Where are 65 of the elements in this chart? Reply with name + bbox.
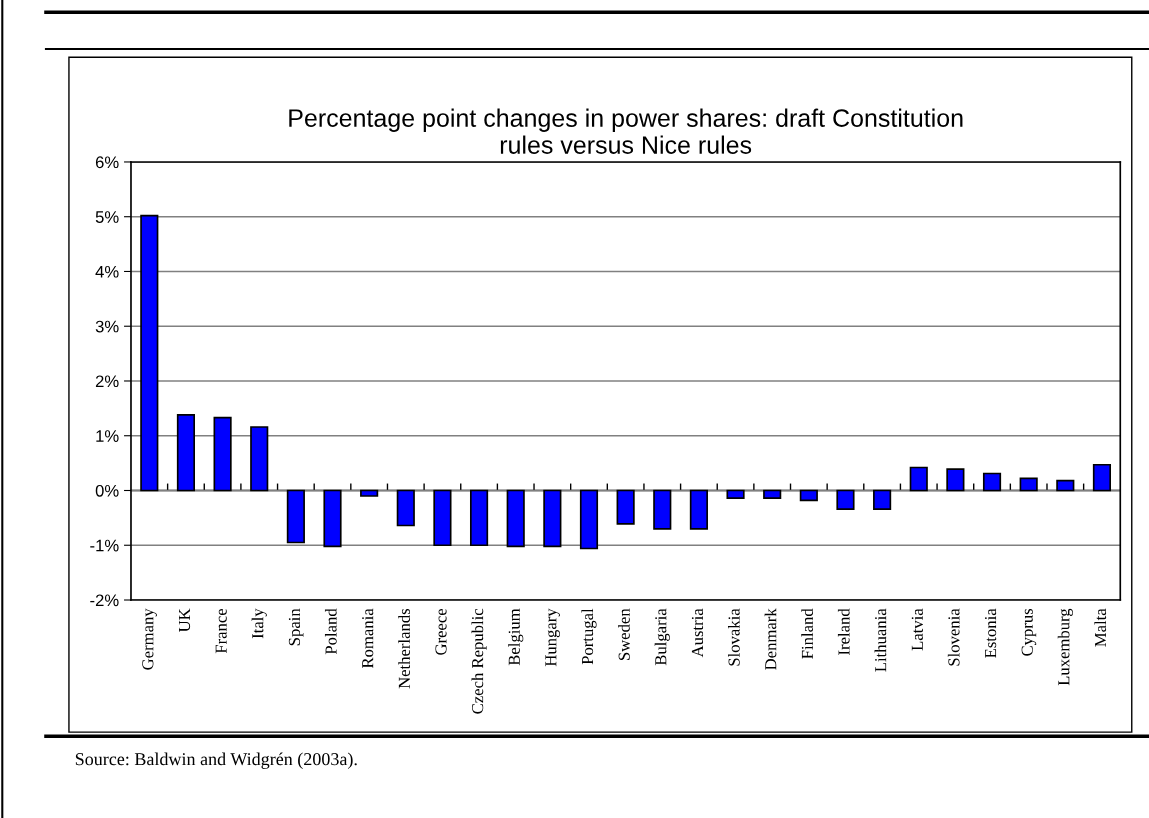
x-tick-label: Lithuania — [874, 608, 887, 672]
x-tick-label: Finland — [801, 608, 813, 659]
y-tick-label: -2% — [90, 594, 119, 607]
x-tick-label: UK — [179, 608, 191, 633]
x-tick-label: Ireland — [837, 608, 850, 655]
x-tick-label: Austria — [691, 608, 704, 658]
y-tick-label: 6% — [95, 156, 119, 169]
bar — [726, 489, 745, 499]
bar — [653, 489, 672, 530]
bar — [1092, 463, 1112, 492]
bar — [140, 214, 159, 492]
bar — [213, 416, 232, 492]
bar — [799, 489, 818, 502]
chart-title: Percentage point changes in power shares: draft Constitution rules versus Nice rules — [289, 108, 963, 154]
x-tick-label: Greece — [435, 608, 447, 655]
bar — [946, 468, 965, 492]
y-tick-label: 0% — [95, 484, 119, 497]
bar — [396, 489, 415, 527]
bar — [579, 489, 599, 550]
bar — [873, 489, 892, 510]
x-tick-label: Poland — [324, 608, 337, 655]
x-tick-label: Estonia — [985, 608, 997, 658]
bar — [469, 489, 489, 547]
source-note: Source: Baldwin and Widgrén (2003a). — [75, 752, 357, 769]
x-tick-label: France — [215, 608, 227, 654]
x-tick-label: Cyprus — [1021, 608, 1037, 656]
y-tick-label: 1% — [96, 430, 119, 442]
bar — [323, 489, 342, 548]
bar — [176, 414, 196, 492]
x-tick-label: Hungary — [545, 608, 560, 667]
y-tick-label: 5% — [95, 211, 119, 223]
x-tick-label: Sweden — [618, 608, 630, 660]
x-tick-label: Malta — [1094, 608, 1107, 647]
x-tick-label: Romania — [362, 608, 374, 669]
x-tick-label: Luxemburg — [1057, 608, 1073, 686]
x-tick-label: Bulgaria — [654, 608, 670, 666]
bar — [543, 489, 562, 548]
bar — [909, 466, 928, 492]
x-tick-label: Czech Republic — [471, 608, 487, 714]
bar — [763, 489, 782, 499]
bar — [1019, 477, 1038, 492]
bar — [360, 489, 379, 497]
bar — [982, 472, 1002, 492]
x-tick-label: Latvia — [911, 608, 923, 651]
y-tick-label: 2% — [95, 375, 119, 388]
bar — [250, 426, 269, 492]
y-tick-label: 3% — [95, 320, 119, 333]
bar — [506, 489, 525, 548]
bar — [1056, 479, 1075, 492]
x-tick-label: Portugal — [581, 608, 597, 665]
y-tick-label: -1% — [90, 539, 119, 552]
y-tick-label: 4% — [95, 265, 119, 278]
x-tick-label: Italy — [251, 608, 267, 639]
x-tick-label: Slovenia — [947, 608, 960, 666]
x-tick-label: Denmark — [764, 608, 777, 670]
x-tick-label: Belgium — [508, 608, 524, 666]
bar — [689, 489, 708, 530]
bar — [616, 489, 635, 525]
bar — [286, 489, 305, 544]
x-tick-label: Netherlands — [398, 608, 410, 689]
x-tick-label: Spain — [288, 608, 304, 646]
x-tick-label: Slovakia — [727, 608, 740, 666]
x-tick-label: Germany — [142, 608, 157, 670]
bar — [836, 489, 855, 510]
bar — [433, 489, 452, 547]
